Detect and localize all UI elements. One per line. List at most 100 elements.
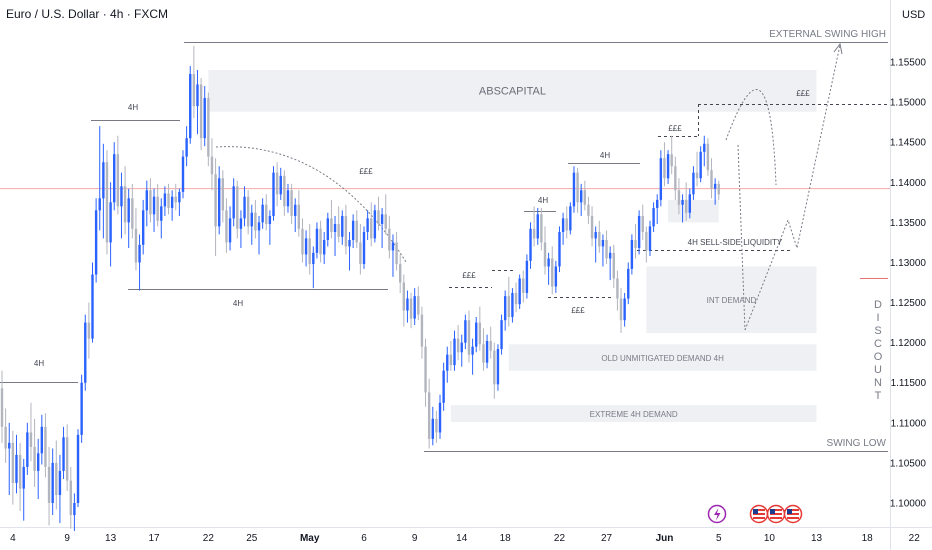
candle <box>228 206 232 251</box>
us-flag-icon[interactable] <box>766 504 786 524</box>
candle-body <box>18 454 22 489</box>
candle <box>76 429 80 508</box>
candle <box>670 135 673 175</box>
candle <box>109 182 112 267</box>
candle <box>196 70 199 135</box>
candle-body <box>663 158 666 179</box>
candle-body <box>65 437 69 481</box>
candle <box>634 223 637 259</box>
candle-body <box>645 231 648 251</box>
candle-body <box>294 204 297 216</box>
candle <box>294 198 297 232</box>
candle <box>312 246 315 289</box>
candle-body <box>587 204 590 216</box>
candle-body <box>540 214 543 243</box>
us-flag-icon[interactable] <box>749 504 769 524</box>
candle <box>322 231 326 265</box>
candle <box>583 180 587 211</box>
candle <box>464 314 467 350</box>
price-axis[interactable]: 1.15500 1.15000 1.14500 1.14000 1.13500 1.130… <box>890 58 927 510</box>
candle <box>471 338 474 375</box>
zone-box <box>208 70 817 112</box>
candle <box>699 146 702 183</box>
annotation-texts: EXTERNAL SWING HIGH SWING LOW 4H SELL-SI… <box>34 29 887 449</box>
candle <box>131 183 134 239</box>
candle-body <box>478 322 482 345</box>
candle-body <box>359 242 362 265</box>
candle-body <box>80 382 83 435</box>
time-tick-label: 13 <box>811 533 823 544</box>
time-axis[interactable]: 4 9 13 17 22 25 May 6 9 14 18 22 27 Jun 5 10 13 18 22 <box>10 533 920 544</box>
candle <box>58 454 62 524</box>
candle <box>257 215 261 255</box>
candle <box>612 244 615 289</box>
candle-body <box>616 278 619 299</box>
time-tick-label: 4 <box>10 533 16 544</box>
candle-body <box>196 84 199 107</box>
candle <box>417 286 420 321</box>
time-tick-label: 5 <box>716 533 722 544</box>
candle-body <box>22 466 25 489</box>
candle <box>145 180 148 227</box>
price-tick-label: 1.12500 <box>890 298 927 309</box>
candle-body <box>431 418 434 439</box>
candle <box>710 158 713 199</box>
candle-body <box>297 204 301 229</box>
candle-body <box>489 341 492 351</box>
candle <box>659 150 663 207</box>
candle-body <box>286 190 290 207</box>
zone-box <box>450 405 817 423</box>
zone-label: ABSCAPITAL <box>479 85 546 97</box>
candle <box>362 226 366 269</box>
candle <box>692 166 695 200</box>
candle <box>69 466 72 529</box>
event-icons[interactable] <box>707 504 803 524</box>
time-tick-label: May <box>300 533 320 544</box>
candle-body <box>699 151 702 179</box>
candle-body <box>547 258 550 267</box>
candle <box>156 183 159 227</box>
candle-body <box>225 210 228 243</box>
candle-body <box>471 346 474 355</box>
lightning-icon[interactable] <box>707 504 727 524</box>
candle-body <box>569 206 572 231</box>
candle-body <box>460 342 463 353</box>
time-tick-label: 27 <box>601 533 613 544</box>
candle-body <box>348 240 351 247</box>
candle <box>677 178 681 215</box>
candle <box>163 186 167 216</box>
candle-body <box>84 322 87 383</box>
candle-body <box>283 175 286 207</box>
candle-body <box>246 196 250 227</box>
candle <box>536 207 539 245</box>
candle-body <box>493 350 496 385</box>
candle-body <box>681 199 684 205</box>
candle-body <box>55 462 58 495</box>
dashed-liquidity-lines <box>449 104 888 298</box>
candle-body <box>351 220 355 241</box>
candle-body <box>362 231 366 265</box>
candle-body <box>87 322 91 339</box>
candle <box>333 215 337 257</box>
candle <box>395 231 398 271</box>
time-tick-label: 9 <box>64 533 70 544</box>
label-4h-left: 4H <box>34 359 44 368</box>
price-tick-label: 1.10000 <box>890 499 927 510</box>
candle <box>279 167 282 200</box>
candle <box>123 166 127 235</box>
candle-body <box>713 183 717 189</box>
candle-body <box>641 215 644 232</box>
candle-body <box>203 98 206 139</box>
time-tick-label: Jun <box>656 533 674 544</box>
candle-body <box>170 196 174 208</box>
candle-body <box>522 278 525 293</box>
pound-label-june: £££ <box>668 124 682 133</box>
candle <box>503 290 507 331</box>
candle <box>674 156 677 200</box>
candle <box>239 210 243 249</box>
candle-body <box>163 193 167 207</box>
zone-box <box>668 199 719 223</box>
us-flag-icon[interactable] <box>783 504 803 524</box>
candle <box>265 194 268 231</box>
